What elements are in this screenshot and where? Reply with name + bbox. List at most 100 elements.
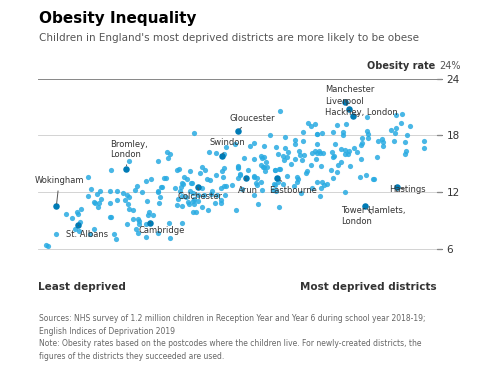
Point <box>373 154 381 160</box>
Point <box>90 226 98 232</box>
Point <box>129 217 137 222</box>
Point <box>298 157 306 163</box>
Point <box>129 208 137 214</box>
Point <box>222 144 230 150</box>
Point <box>317 163 325 169</box>
Point <box>275 204 283 210</box>
Point <box>271 182 279 188</box>
Point <box>253 182 261 188</box>
Point <box>165 220 173 226</box>
Point <box>217 200 224 206</box>
Point <box>274 151 282 157</box>
Point <box>177 184 185 190</box>
Point <box>221 192 229 198</box>
Point <box>258 155 266 161</box>
Point <box>272 144 280 150</box>
Text: 24%: 24% <box>439 61 461 71</box>
Point <box>234 176 242 182</box>
Point <box>76 219 84 225</box>
Point <box>144 212 151 218</box>
Point <box>331 153 339 158</box>
Point <box>401 139 409 145</box>
Point <box>121 197 129 203</box>
Text: Sources: NHS survey of 1.2 million children in Reception Year and Year 6 during : Sources: NHS survey of 1.2 million child… <box>39 314 426 361</box>
Point <box>271 167 279 173</box>
Point <box>142 221 150 227</box>
Point <box>262 169 270 174</box>
Point <box>258 186 266 192</box>
Point <box>203 176 211 182</box>
Point <box>271 167 279 173</box>
Point <box>283 154 291 160</box>
Text: Liverpool: Liverpool <box>325 97 364 109</box>
Point <box>212 150 220 155</box>
Point <box>146 219 154 225</box>
Point <box>174 196 182 202</box>
Point <box>420 138 428 144</box>
Point <box>122 166 130 171</box>
Point <box>342 99 349 105</box>
Point <box>260 154 268 160</box>
Point <box>398 111 406 117</box>
Point <box>220 151 227 157</box>
Point <box>178 193 186 199</box>
Point <box>180 174 188 180</box>
Point <box>390 138 398 144</box>
Point <box>143 178 150 184</box>
Point <box>257 153 265 159</box>
Point <box>219 174 227 180</box>
Point <box>194 199 202 205</box>
Point <box>218 169 226 174</box>
Point <box>299 138 307 144</box>
Point <box>291 137 299 142</box>
Point <box>120 190 127 196</box>
Text: Obesity rate: Obesity rate <box>367 61 435 71</box>
Point <box>123 192 131 198</box>
Point <box>257 179 265 185</box>
Point <box>345 148 353 154</box>
Point <box>231 141 239 147</box>
Point <box>323 181 331 187</box>
Point <box>222 183 230 189</box>
Text: Swindon: Swindon <box>210 138 245 154</box>
Point <box>185 201 193 207</box>
Point <box>363 128 371 134</box>
Point <box>182 194 190 200</box>
Point <box>291 141 298 147</box>
Point <box>132 226 140 232</box>
Point <box>201 167 209 173</box>
Point <box>211 200 219 206</box>
Point <box>93 192 101 198</box>
Point <box>134 216 142 222</box>
Point <box>184 199 192 205</box>
Point <box>240 155 248 161</box>
Point <box>188 180 196 186</box>
Point <box>313 131 320 137</box>
Point <box>160 175 168 181</box>
Point <box>44 243 52 249</box>
Point <box>331 141 339 147</box>
Point <box>71 226 78 232</box>
Point <box>135 221 143 227</box>
Point <box>250 157 258 163</box>
Point <box>353 149 361 155</box>
Point <box>262 159 270 165</box>
Point <box>190 131 197 137</box>
Point <box>183 176 191 182</box>
Point <box>157 184 165 190</box>
Point <box>196 170 204 176</box>
Point <box>295 148 303 154</box>
Point <box>228 182 236 188</box>
Point <box>294 174 301 180</box>
Point <box>357 142 365 148</box>
Point <box>260 164 268 170</box>
Point <box>379 139 387 145</box>
Point <box>253 175 261 181</box>
Point <box>273 175 281 181</box>
Point <box>308 123 316 129</box>
Point <box>68 215 76 221</box>
Point <box>337 146 345 152</box>
Point <box>387 127 395 133</box>
Point <box>312 156 319 162</box>
Point <box>96 188 104 194</box>
